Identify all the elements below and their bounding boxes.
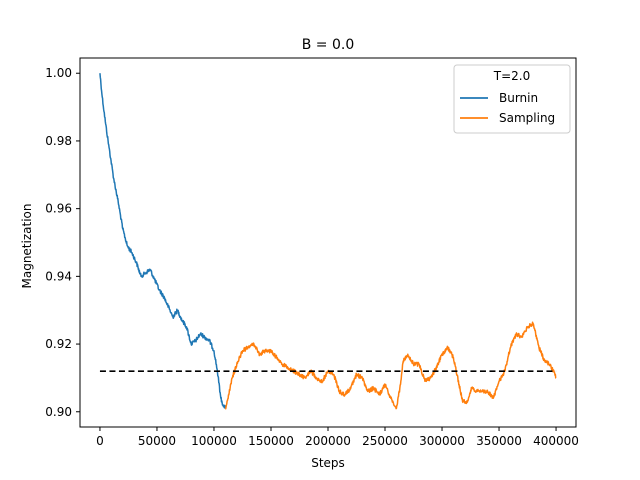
x-axis-label: Steps [311, 456, 345, 470]
x-tick-label: 400000 [533, 434, 579, 448]
legend: T=2.0 Burnin Sampling [453, 64, 571, 134]
x-tick-label: 50000 [138, 434, 176, 448]
x-tick-label: 200000 [305, 434, 351, 448]
y-tick-label: 0.96 [45, 202, 72, 216]
y-tick-label: 1.00 [45, 66, 72, 80]
legend-label-sampling: Sampling [499, 111, 555, 125]
legend-box [453, 64, 571, 134]
y-tick-label: 0.92 [45, 337, 72, 351]
legend-label-burnin: Burnin [499, 91, 538, 105]
x-tick-label: 150000 [248, 434, 294, 448]
y-tick-label: 0.98 [45, 134, 72, 148]
plot-content [99, 73, 557, 410]
series-line-burnin [99, 73, 227, 409]
chart-title: B = 0.0 [302, 37, 355, 53]
axes: 0 50000 100000 150000 200000 250000 300000 3500… [45, 57, 579, 448]
x-tick-label: 0 [96, 434, 104, 448]
x-tick-label: 100000 [191, 434, 237, 448]
y-tick-label: 0.94 [45, 269, 72, 283]
x-tick-label: 250000 [362, 434, 408, 448]
x-tick-label: 300000 [419, 434, 465, 448]
x-tick-label: 350000 [476, 434, 522, 448]
y-axis-label: Magnetization [20, 204, 34, 289]
series-line-sampling [224, 321, 557, 410]
legend-title: T=2.0 [493, 69, 530, 83]
y-tick-label: 0.90 [45, 405, 72, 419]
